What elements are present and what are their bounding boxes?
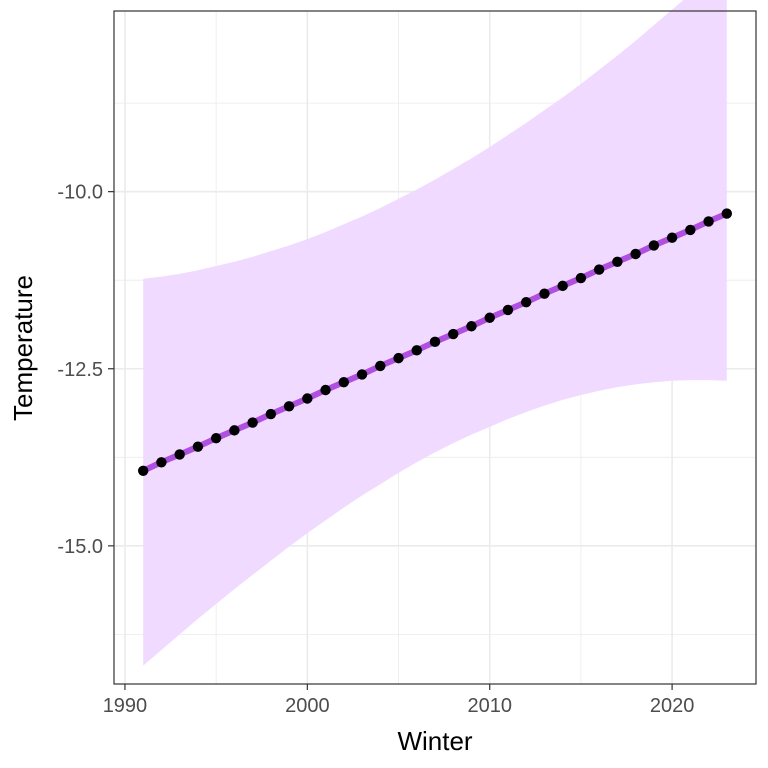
x-axis-ticks: 1990 2000 2010 2020 — [103, 684, 695, 717]
x-tick-label: 1990 — [103, 695, 148, 717]
y-tick-label: -12.5 — [57, 359, 103, 381]
x-tick-label: 2000 — [285, 695, 330, 717]
data-point — [612, 256, 623, 267]
data-point — [575, 272, 587, 284]
data-point — [648, 240, 660, 251]
data-point — [174, 449, 185, 460]
data-point — [429, 336, 441, 348]
data-points-layer — [137, 208, 733, 476]
y-axis-ticks: -15.0 -12.5 -10.0 — [57, 182, 114, 558]
y-tick-label: -10.0 — [57, 182, 103, 204]
data-point — [338, 377, 350, 388]
data-point — [593, 264, 605, 275]
x-axis-title: Winter — [397, 726, 472, 756]
data-point — [192, 441, 204, 452]
data-point — [448, 328, 459, 340]
y-axis-title: Temperature — [8, 275, 38, 421]
data-point — [283, 401, 295, 412]
x-tick-label: 2010 — [467, 695, 512, 717]
data-point — [466, 321, 477, 332]
data-point — [411, 345, 422, 356]
data-point — [265, 408, 277, 420]
data-point — [721, 208, 733, 219]
data-point — [229, 425, 240, 436]
confidence-band-layer — [143, 0, 727, 666]
data-point — [247, 417, 258, 428]
data-point — [375, 360, 386, 372]
panel-border — [113, 10, 757, 685]
data-point — [685, 224, 696, 236]
data-point — [320, 384, 331, 396]
data-point — [156, 457, 167, 468]
data-point — [502, 304, 514, 316]
data-point — [302, 393, 313, 404]
data-point — [520, 296, 532, 308]
data-point — [539, 288, 550, 299]
data-point — [703, 216, 714, 227]
data-point — [666, 232, 678, 243]
x-tick-label: 2020 — [650, 695, 695, 717]
data-point — [137, 465, 149, 476]
data-point — [356, 369, 368, 380]
data-point — [393, 352, 404, 364]
data-point — [557, 280, 568, 292]
data-point — [630, 248, 641, 260]
y-tick-label: -15.0 — [57, 536, 103, 558]
confidence-band — [143, 0, 727, 666]
data-point — [484, 312, 495, 323]
data-point — [210, 432, 222, 444]
